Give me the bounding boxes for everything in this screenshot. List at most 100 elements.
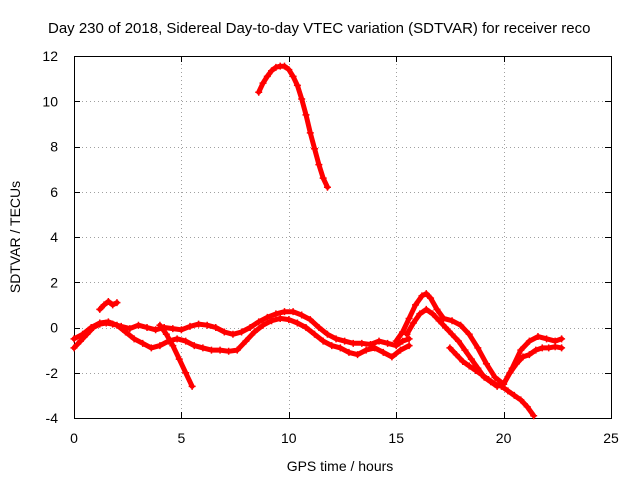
data-point — [362, 346, 370, 354]
data-point — [519, 353, 527, 361]
y-tick-label: 0 — [50, 320, 58, 336]
data-point — [246, 324, 254, 331]
data-point — [195, 320, 203, 328]
data-point — [147, 344, 155, 352]
data-point — [216, 346, 224, 354]
x-tick-label: 5 — [178, 430, 186, 446]
data-point — [323, 183, 331, 191]
data-point — [177, 326, 185, 334]
data-point — [96, 319, 104, 327]
data-point — [429, 310, 437, 318]
data-point — [76, 337, 84, 345]
data-point — [506, 369, 514, 377]
series-track-b — [70, 314, 413, 361]
data-point — [139, 339, 147, 347]
data-point — [409, 319, 417, 327]
data-point — [446, 344, 454, 352]
data-point — [399, 328, 407, 336]
data-point — [349, 339, 357, 347]
data-point — [311, 330, 319, 338]
data-point — [122, 328, 130, 336]
data-point — [534, 333, 542, 341]
data-point — [439, 314, 447, 322]
data-point — [517, 396, 525, 404]
data-point — [435, 317, 443, 325]
data-point — [96, 305, 104, 313]
data-point — [272, 63, 280, 71]
data-point — [113, 299, 121, 307]
x-tick-label: 10 — [281, 430, 297, 446]
data-point — [263, 313, 271, 321]
data-point — [538, 344, 546, 352]
data-point — [504, 387, 512, 395]
series-trace — [157, 322, 195, 389]
data-point — [207, 346, 215, 354]
data-point — [285, 316, 293, 324]
data-point — [182, 369, 190, 377]
data-point — [220, 328, 228, 336]
data-point — [525, 351, 533, 359]
data-point — [457, 321, 465, 329]
data-point — [459, 357, 467, 365]
data-point — [169, 342, 177, 350]
data-point — [79, 330, 87, 338]
series-track-e — [255, 62, 331, 191]
data-point — [485, 376, 493, 384]
series-trace — [256, 63, 330, 190]
data-point — [104, 297, 112, 305]
data-point — [311, 145, 319, 153]
data-point — [152, 326, 160, 334]
data-point — [302, 111, 310, 119]
data-point — [175, 355, 183, 363]
data-point — [302, 324, 310, 331]
chart-title: Day 230 of 2018, Sidereal Day-to-day VTE… — [48, 20, 590, 37]
series-track-d — [156, 321, 196, 390]
data-point — [156, 342, 164, 350]
y-tick-label: 4 — [50, 229, 58, 245]
data-point — [306, 316, 314, 324]
data-point — [238, 328, 246, 336]
data-point — [293, 319, 301, 327]
data-point — [212, 324, 220, 331]
data-point — [497, 382, 505, 390]
data-point — [229, 330, 237, 338]
data-point — [405, 314, 413, 322]
data-point — [186, 322, 194, 330]
data-point — [558, 335, 566, 343]
data-point — [255, 318, 263, 326]
data-series — [70, 62, 566, 420]
data-point — [70, 335, 78, 343]
data-point — [412, 301, 420, 309]
data-point — [315, 324, 323, 331]
data-point — [545, 344, 553, 352]
data-point — [525, 337, 533, 345]
data-point — [259, 321, 267, 329]
data-point — [418, 292, 426, 300]
data-point — [427, 294, 435, 302]
data-point — [416, 310, 424, 318]
data-point — [289, 308, 297, 316]
data-point — [465, 362, 473, 370]
series-track-h — [446, 344, 538, 420]
series-trace — [71, 315, 412, 360]
data-point — [298, 95, 306, 103]
data-point — [354, 351, 362, 359]
x-tick-label: 25 — [603, 430, 619, 446]
data-point — [130, 335, 138, 343]
data-point — [448, 330, 456, 338]
y-tick-label: -4 — [46, 410, 59, 426]
x-axis-label: GPS time / hours — [287, 458, 394, 474]
data-point — [276, 314, 284, 322]
data-point — [465, 330, 473, 338]
data-point — [263, 72, 271, 80]
series-track-c — [96, 297, 121, 313]
data-point — [341, 337, 349, 345]
data-point — [233, 346, 241, 354]
data-point — [358, 339, 366, 347]
data-point — [403, 330, 411, 338]
data-point — [199, 344, 207, 352]
data-point — [472, 366, 480, 374]
data-point — [169, 325, 177, 333]
data-point — [448, 317, 456, 325]
